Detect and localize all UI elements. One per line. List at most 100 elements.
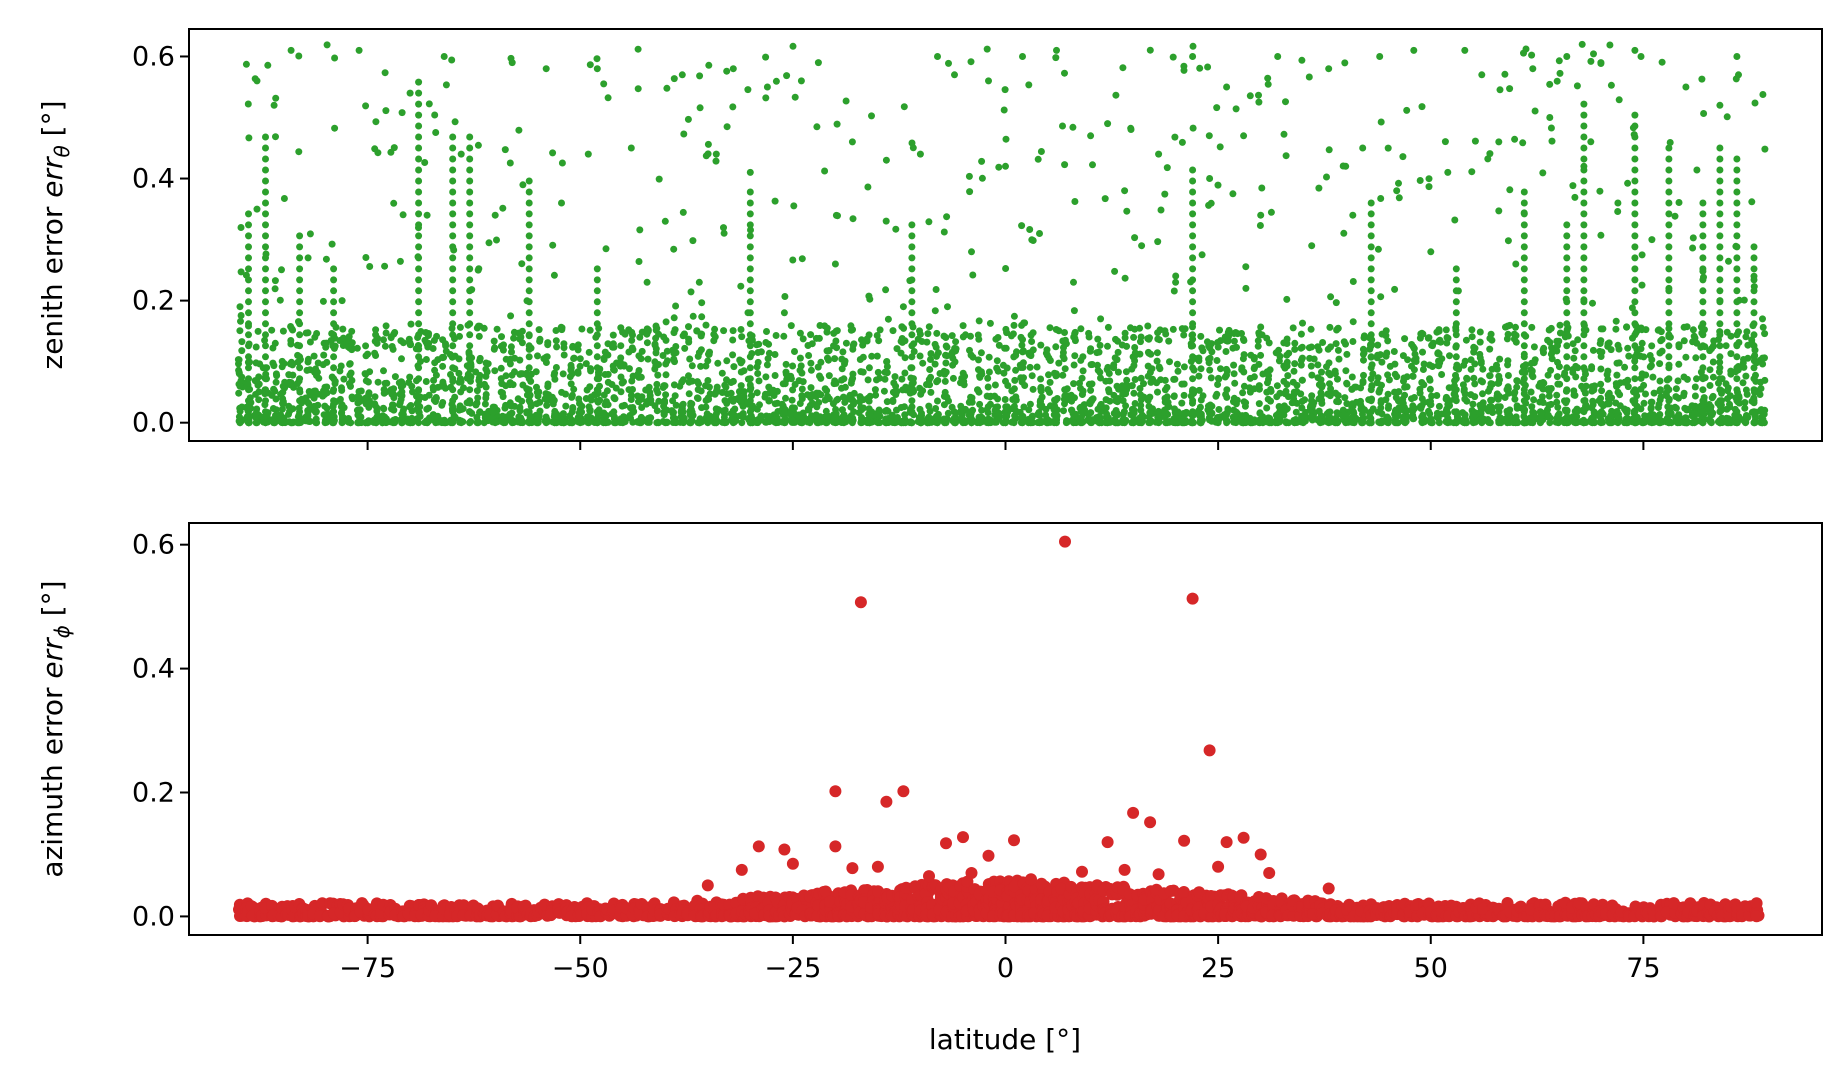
zenith-point (1104, 342, 1111, 350)
zenith-point (1648, 356, 1656, 364)
zenith-point (1477, 359, 1485, 367)
zenith-point (245, 232, 252, 240)
zenith-point (1656, 349, 1664, 357)
zenith-point (466, 199, 474, 207)
zenith-point (1614, 208, 1622, 215)
zenith-point (1493, 390, 1501, 398)
zenith-point (1084, 410, 1092, 418)
zenith-point (482, 394, 490, 402)
zenith-point (644, 355, 652, 363)
zenith-point (693, 327, 701, 335)
zenith-point (638, 347, 646, 355)
zenith-point (553, 343, 561, 351)
zenith-point (908, 408, 916, 416)
zenith-point (523, 369, 531, 377)
zenith-point (330, 276, 338, 284)
zenith-point (533, 383, 540, 391)
zenith-point (407, 341, 415, 349)
zenith-point (662, 318, 670, 326)
zenith-point (1604, 342, 1612, 350)
zenith-point (661, 397, 669, 405)
zenith-point (1750, 243, 1758, 251)
zenith-point (1504, 330, 1512, 338)
zenith-point (1750, 298, 1758, 306)
zenith-point (1723, 328, 1731, 336)
zenith-point (1137, 333, 1145, 341)
zenith-point (1119, 390, 1127, 398)
zenith-point (296, 408, 304, 416)
zenith-point (449, 243, 457, 251)
zenith-point (517, 370, 525, 378)
zenith-point (330, 320, 338, 328)
zenith-point (1348, 400, 1356, 408)
zenith-point (1001, 344, 1009, 352)
zenith-point (262, 166, 269, 174)
zenith-point (1094, 335, 1102, 343)
zenith-point (1569, 368, 1577, 376)
zenith-point (390, 199, 398, 207)
zenith-point (1418, 329, 1426, 337)
zenith-point (525, 375, 533, 383)
zenith-point (1580, 122, 1588, 130)
zenith-point (705, 350, 712, 358)
zenith-point (1206, 416, 1213, 424)
zenith-point (825, 372, 833, 380)
zenith-point (313, 419, 321, 427)
zenith-point (373, 339, 381, 347)
zenith-point (1519, 139, 1527, 147)
zenith-point (1044, 419, 1052, 427)
zenith-point (1433, 392, 1441, 399)
zenith-point (779, 380, 787, 388)
zenith-point (1563, 221, 1571, 229)
zenith-point (549, 149, 557, 157)
zenith-point (1589, 398, 1597, 406)
zenith-point (407, 320, 415, 328)
zenith-point (1580, 386, 1588, 394)
zenith-point (1647, 362, 1655, 370)
zenith-point (552, 327, 560, 334)
zenith-point (1699, 298, 1707, 306)
zenith-point (253, 419, 261, 427)
zenith-point (1359, 345, 1367, 353)
zenith-point (593, 55, 601, 63)
zenith-point (1382, 396, 1390, 404)
zenith-point (1512, 323, 1519, 331)
zenith-point (881, 375, 889, 383)
zenith-point (881, 407, 889, 415)
zenith-point (593, 331, 601, 339)
zenith-point (712, 405, 720, 413)
zenith-point (1348, 407, 1356, 415)
zenith-point (593, 375, 601, 383)
zenith-point (1723, 113, 1731, 121)
zenith-point (1128, 382, 1136, 390)
zenith-point (781, 408, 789, 416)
zenith-point (236, 327, 244, 335)
zenith-point (908, 243, 916, 251)
zenith-point (1163, 419, 1171, 427)
zenith-point (908, 386, 916, 394)
zenith-point (1563, 265, 1571, 273)
zenith-point (1471, 360, 1479, 368)
zenith-point (746, 265, 754, 273)
zenith-point (1716, 364, 1724, 372)
zenith-point (449, 265, 457, 273)
zenith-point (1401, 419, 1409, 427)
zenith-point (1367, 342, 1375, 350)
zenith-point (1545, 387, 1553, 395)
zenith-point (833, 327, 841, 335)
zenith-point (449, 144, 457, 152)
zenith-point (1665, 320, 1673, 328)
zenith-point (1520, 254, 1528, 262)
zenith-point (1197, 332, 1205, 340)
zenith-point (746, 199, 754, 207)
zenith-point (908, 397, 916, 405)
zenith-point (576, 355, 584, 363)
zenith-point (1468, 333, 1476, 341)
zenith-point (1486, 345, 1494, 353)
zenith-point (245, 397, 252, 405)
zenith-point (1267, 387, 1275, 395)
zenith-point (1716, 309, 1724, 317)
zenith-point (525, 232, 533, 240)
zenith-point (652, 326, 660, 334)
zenith-point (874, 368, 882, 376)
